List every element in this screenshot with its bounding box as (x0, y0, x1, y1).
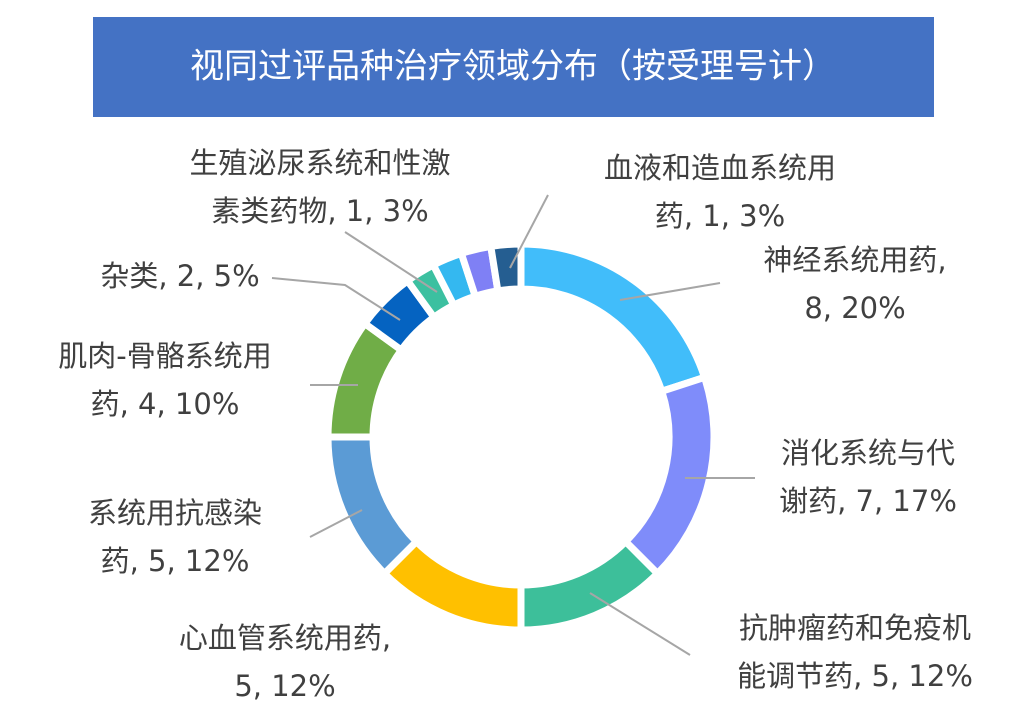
data-label: 药, 4, 10% (91, 387, 240, 421)
data-label: 药, 5, 12% (101, 544, 250, 578)
data-label: 生殖泌尿系统和性激 (189, 146, 450, 180)
data-label: 抗肿瘤药和免疫机 (739, 611, 971, 645)
leader-line (509, 194, 549, 269)
donut-slice (517, 240, 709, 396)
donut-slice (324, 433, 422, 579)
data-label: 素类药物, 1, 3% (211, 194, 428, 228)
leader-line (309, 509, 363, 538)
leader-line (619, 282, 721, 301)
title-banner (93, 17, 934, 117)
data-label: 杂类, 2, 5% (100, 259, 259, 293)
data-label: 血液和造血系统用 (604, 151, 836, 185)
data-label: 系统用抗感染 (88, 496, 262, 530)
data-label: 神经系统用药, (763, 243, 946, 277)
donut-slice (620, 372, 718, 579)
data-label: 谢药, 7, 17% (779, 484, 957, 518)
data-label: 5, 12% (234, 669, 335, 703)
data-label: 8, 20% (804, 291, 905, 325)
data-label: 消化系统与代 (781, 436, 955, 470)
donut-slice (486, 240, 525, 295)
leader-line (344, 231, 438, 293)
data-label: 心血管系统用药, (179, 621, 391, 655)
donut-slice (517, 536, 663, 634)
leader-line (589, 592, 691, 656)
data-label: 能调节药, 5, 12% (737, 659, 973, 693)
data-label: 肌肉-骨骼系统用 (58, 339, 271, 373)
data-label: 药, 1, 3% (655, 199, 785, 233)
chart-title: 视同过评品种治疗领域分布（按受理号计） (190, 47, 836, 87)
leader-line (271, 277, 401, 321)
